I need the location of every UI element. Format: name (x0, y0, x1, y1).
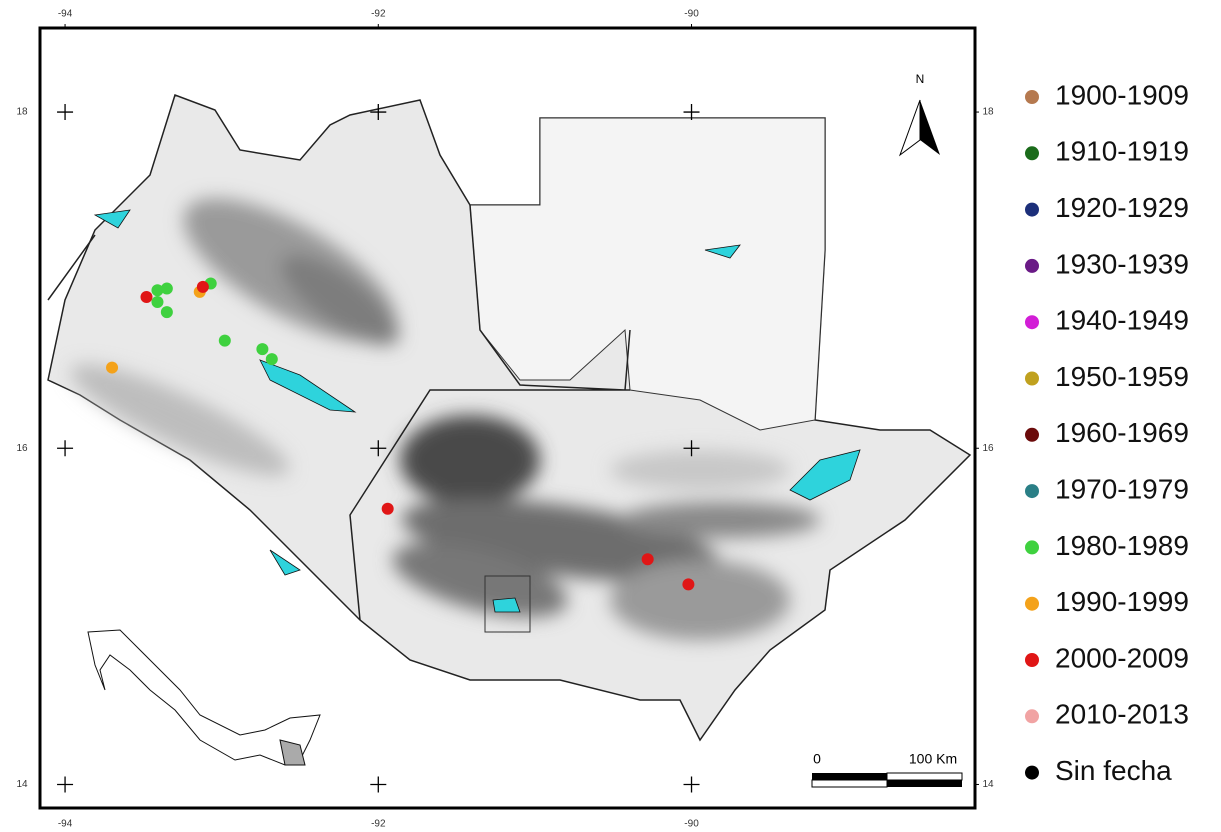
legend-label: 1970-1979 (1055, 473, 1189, 504)
legend-label: 1960-1969 (1055, 417, 1189, 448)
record-point (161, 283, 173, 295)
lon-tick-label: -90 (684, 9, 699, 20)
legend-swatch (1025, 653, 1039, 667)
legend-swatch (1025, 597, 1039, 611)
record-point (197, 281, 209, 293)
legend-swatch (1025, 540, 1039, 554)
legend-swatch (1025, 766, 1039, 780)
record-point (161, 306, 173, 318)
lon-tick-label: -94 (58, 819, 73, 830)
lat-tick-label: 16 (982, 443, 994, 454)
legend-swatch (1025, 146, 1039, 160)
legend-label: 1980-1989 (1055, 530, 1189, 561)
scale-bar (812, 773, 962, 787)
lon-tick-label: -92 (371, 9, 386, 20)
north-label: N (916, 72, 925, 86)
lat-tick-label: 16 (16, 443, 28, 454)
legend-swatch (1025, 203, 1039, 217)
legend-swatch (1025, 372, 1039, 386)
legend-swatch (1025, 428, 1039, 442)
lat-tick-label: 18 (16, 107, 28, 118)
lat-tick-label: 18 (982, 107, 994, 118)
legend-swatch (1025, 484, 1039, 498)
scale-end-label: 100 Km (909, 751, 957, 767)
map-figure: N 0 100 Km -94 -94 -92 -92 -90 -90 18 18 16 16 14 1… (0, 0, 1221, 832)
legend-label: 1990-1999 (1055, 586, 1189, 617)
record-point (140, 291, 152, 303)
legend-label: 2000-2009 (1055, 642, 1189, 673)
record-point (266, 353, 278, 365)
record-point (151, 296, 163, 308)
lon-tick-label: -90 (684, 819, 699, 830)
legend-swatch (1025, 315, 1039, 329)
legend-label: 1930-1939 (1055, 248, 1189, 279)
lat-tick-label: 14 (16, 779, 28, 790)
record-point (106, 362, 118, 374)
legend-swatch (1025, 90, 1039, 104)
legend-label: 1920-1929 (1055, 192, 1189, 223)
legend-label: 1910-1919 (1055, 136, 1189, 167)
record-point (219, 335, 231, 347)
record-point (642, 553, 654, 565)
lon-tick-label: -94 (58, 9, 73, 20)
legend-label: 1900-1909 (1055, 79, 1189, 110)
legend-label: 1940-1949 (1055, 305, 1189, 336)
lon-tick-label: -92 (371, 819, 386, 830)
legend-swatch (1025, 259, 1039, 273)
scale-start-label: 0 (813, 751, 821, 767)
legend-label: 1950-1959 (1055, 361, 1189, 392)
legend-label: 2010-2013 (1055, 699, 1189, 730)
record-point (256, 343, 268, 355)
record-point (682, 578, 694, 590)
lat-tick-label: 14 (982, 779, 994, 790)
legend-swatch (1025, 709, 1039, 723)
record-point (382, 503, 394, 515)
legend-label: Sin fecha (1055, 755, 1172, 786)
